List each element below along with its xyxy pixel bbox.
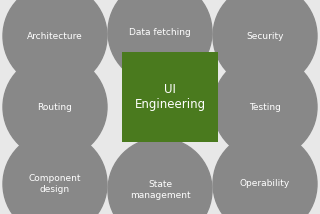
Text: UI
Engineering: UI Engineering	[134, 83, 205, 111]
Circle shape	[3, 55, 107, 159]
Text: State
management: State management	[130, 180, 190, 200]
Circle shape	[3, 132, 107, 214]
Circle shape	[108, 138, 212, 214]
Text: Routing: Routing	[37, 103, 72, 111]
Text: Data fetching: Data fetching	[129, 28, 191, 37]
Text: Component
design: Component design	[29, 174, 81, 194]
Text: Testing: Testing	[249, 103, 281, 111]
Circle shape	[213, 55, 317, 159]
FancyBboxPatch shape	[122, 52, 218, 142]
Circle shape	[213, 132, 317, 214]
Circle shape	[3, 0, 107, 88]
Circle shape	[108, 0, 212, 84]
Circle shape	[213, 0, 317, 88]
Text: Security: Security	[246, 31, 284, 40]
Text: Architecture: Architecture	[27, 31, 83, 40]
Text: Operability: Operability	[240, 180, 290, 189]
